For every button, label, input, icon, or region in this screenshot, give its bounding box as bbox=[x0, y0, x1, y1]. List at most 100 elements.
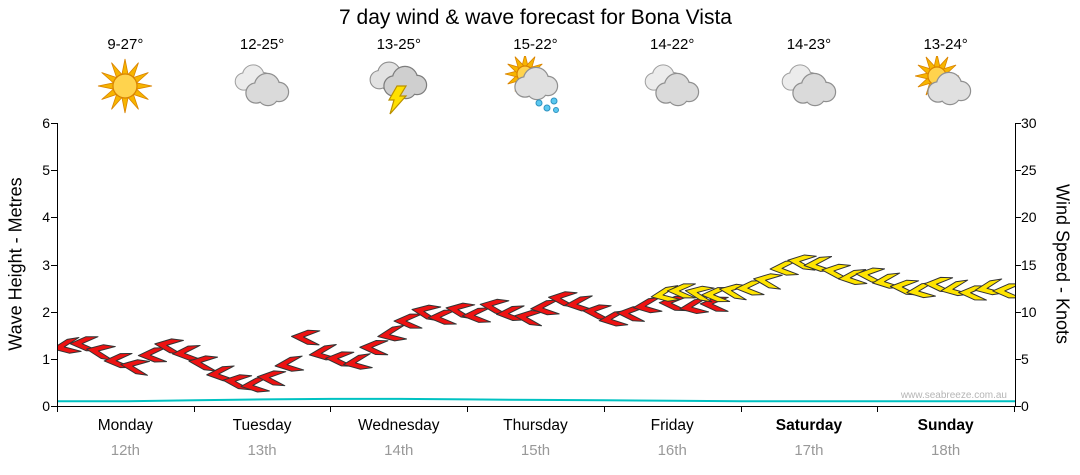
wind-arrow bbox=[855, 267, 886, 284]
tick-mark bbox=[193, 407, 195, 412]
wind-tick-label: 5 bbox=[1021, 350, 1029, 367]
wind-arrow bbox=[308, 344, 339, 361]
storm-icon bbox=[330, 56, 467, 118]
wind-arrow bbox=[923, 276, 954, 293]
wind-arrow bbox=[837, 269, 868, 285]
wind-arrow bbox=[598, 310, 629, 327]
wind-arrow bbox=[120, 359, 150, 376]
day-label-row: Monday 12th Tuesday 13th Wednesday 14th Thursd… bbox=[57, 417, 1014, 475]
wind-arrow bbox=[872, 272, 902, 289]
wave-tick-label: 0 bbox=[42, 398, 50, 414]
wind-arrow bbox=[666, 283, 696, 299]
wind-arrow bbox=[86, 344, 116, 361]
wind-arrow bbox=[974, 278, 1005, 296]
day-column-thursday: 15-22° bbox=[467, 36, 604, 118]
wind-arrow bbox=[735, 280, 765, 296]
wind-arrow bbox=[616, 306, 646, 322]
day-header-row: 9-27° 12-25° 13-25° 15-22° 14-22° 14-23° 13-24… bbox=[57, 36, 1014, 122]
wind-arrow bbox=[564, 295, 594, 312]
tick-mark bbox=[1015, 311, 1021, 313]
wind-arrow bbox=[103, 352, 133, 369]
day-date: 18th bbox=[931, 442, 961, 459]
sun-showers-icon bbox=[467, 53, 604, 118]
wind-arrow bbox=[137, 347, 168, 363]
tick-mark bbox=[1015, 358, 1021, 360]
day-name: Wednesday bbox=[357, 417, 440, 434]
day-label-thursday: Thursday 15th bbox=[467, 417, 604, 459]
temp-range: 14-23° bbox=[786, 36, 832, 53]
day-date: 13th bbox=[247, 442, 277, 459]
wind-arrow bbox=[172, 344, 202, 361]
day-label-wednesday: Wednesday 14th bbox=[330, 417, 467, 459]
wind-arrow bbox=[240, 376, 270, 393]
wind-arrow bbox=[650, 285, 681, 302]
wind-arrow bbox=[513, 310, 544, 327]
watermark: www.seabreeze.com.au bbox=[900, 390, 1007, 401]
tick-mark bbox=[1015, 170, 1021, 172]
day-column-sunday: 13-24° bbox=[877, 36, 1014, 118]
wind-arrow bbox=[632, 296, 663, 314]
tick-mark bbox=[877, 407, 879, 412]
wind-arrow bbox=[343, 353, 373, 370]
tick-mark bbox=[51, 217, 57, 219]
wind-arrow bbox=[274, 355, 305, 372]
wind-arrow bbox=[188, 355, 219, 372]
wind-arrow bbox=[411, 304, 442, 322]
wind-arrow bbox=[325, 351, 355, 367]
tick-mark bbox=[51, 123, 57, 124]
tick-mark bbox=[51, 311, 57, 313]
wind-arrow bbox=[461, 307, 492, 323]
tick-mark bbox=[51, 170, 57, 172]
tick-mark bbox=[330, 407, 332, 412]
wind-arrow bbox=[377, 324, 408, 342]
wave-tick-label: 4 bbox=[42, 209, 50, 226]
day-name: Tuesday bbox=[232, 417, 292, 434]
wind-arrow bbox=[393, 313, 423, 329]
tick-mark bbox=[603, 407, 605, 412]
day-name: Friday bbox=[650, 417, 694, 434]
day-name: Saturday bbox=[775, 417, 843, 434]
tick-mark bbox=[1015, 264, 1021, 266]
wind-arrow bbox=[803, 256, 834, 272]
wind-tick-label: 10 bbox=[1021, 303, 1037, 320]
day-date: 15th bbox=[520, 442, 551, 459]
wind-arrow bbox=[69, 336, 99, 352]
day-label-sunday: Sunday 18th bbox=[877, 417, 1014, 459]
tick-mark bbox=[740, 407, 742, 412]
wind-arrow bbox=[222, 374, 253, 391]
day-column-wednesday: 13-25° bbox=[330, 36, 467, 118]
wind-arrow bbox=[906, 281, 936, 299]
wind-arrow bbox=[154, 338, 184, 355]
plot-area: www.seabreeze.com.au bbox=[57, 123, 1016, 407]
temp-range: 15-22° bbox=[513, 36, 558, 53]
day-date: 12th bbox=[110, 442, 140, 459]
wind-arrow bbox=[753, 273, 783, 290]
wave-tick-label: 5 bbox=[42, 162, 50, 179]
sun-cloud-icon bbox=[877, 53, 1014, 118]
wind-arrow bbox=[58, 336, 82, 354]
tick-mark bbox=[1015, 217, 1021, 219]
tick-mark bbox=[1015, 406, 1021, 407]
wind-arrow bbox=[445, 302, 476, 320]
wind-arrow bbox=[958, 285, 988, 301]
wind-arrow bbox=[582, 304, 612, 321]
tick-mark bbox=[467, 407, 469, 412]
page-title: 7 day wind & wave forecast for Bona Vist… bbox=[339, 6, 732, 29]
wind-tick-label: 30 bbox=[1021, 115, 1037, 131]
wind-arrow bbox=[359, 340, 389, 356]
wind-arrow bbox=[701, 286, 731, 303]
wind-arrow bbox=[821, 263, 851, 280]
temp-range: 14-22° bbox=[650, 36, 695, 53]
day-name: Thursday bbox=[503, 417, 568, 434]
day-column-monday: 9-27° bbox=[57, 36, 194, 118]
wind-arrow bbox=[787, 254, 817, 271]
day-label-saturday: Saturday 17th bbox=[741, 417, 878, 459]
day-date: 14th bbox=[384, 442, 414, 459]
cloudy-icon bbox=[741, 56, 878, 118]
wave-tick-label: 2 bbox=[42, 303, 50, 320]
wind-tick-label: 25 bbox=[1021, 162, 1037, 179]
wind-wave-series bbox=[58, 254, 1015, 403]
wind-arrow bbox=[496, 305, 526, 321]
day-label-tuesday: Tuesday 13th bbox=[194, 417, 331, 459]
